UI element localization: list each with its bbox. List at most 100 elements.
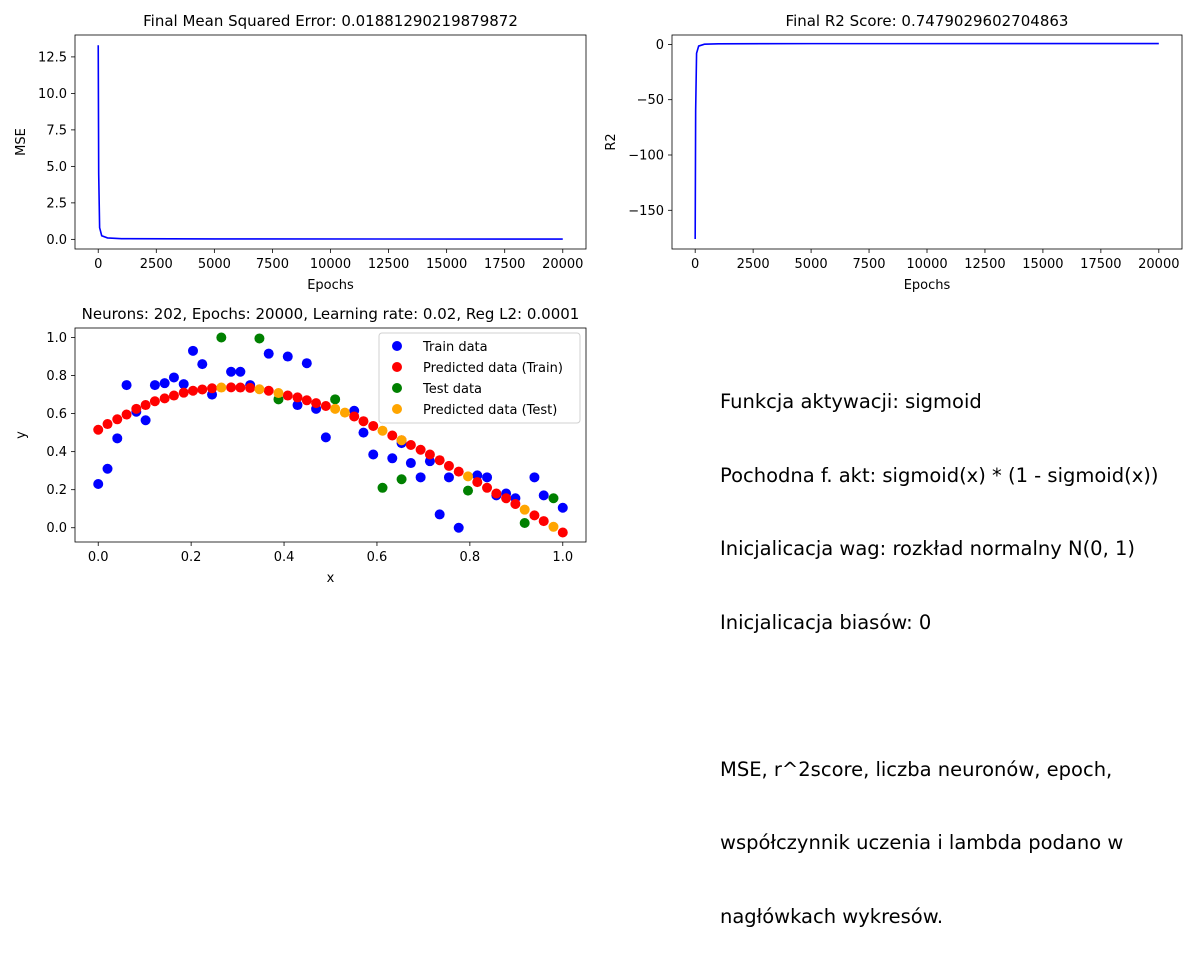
point-train-data <box>235 366 246 377</box>
legend-marker <box>392 383 402 393</box>
legend-label: Predicted data (Train) <box>423 361 563 376</box>
point-train-data <box>197 359 208 370</box>
point-test-data <box>463 485 474 496</box>
x-tick-label: 12500 <box>368 257 409 272</box>
point-predicted-data-train <box>472 477 483 488</box>
note-line-weights-init: Inicjalicacja wag: rozkład normalny N(0,… <box>720 537 1136 560</box>
point-predicted-data-train <box>453 466 464 477</box>
y-tick-label: 0.2 <box>46 483 67 498</box>
x-axis-label: Epochs <box>307 278 354 293</box>
point-test-data <box>377 482 388 493</box>
point-predicted-data-train <box>178 387 189 398</box>
point-train-data <box>358 427 369 438</box>
point-predicted-data-test <box>330 403 341 414</box>
point-train-data <box>320 432 331 443</box>
point-predicted-data-train <box>282 390 293 401</box>
x-tick-label: 12500 <box>964 257 1005 272</box>
x-tick-label: 17500 <box>484 257 525 272</box>
chart-legend: Train data Predicted data (Train) Test dat… <box>378 332 581 424</box>
legend-marker <box>392 362 402 372</box>
point-train-data <box>178 379 189 390</box>
x-tick-label: 17500 <box>1080 257 1121 272</box>
x-tick-label: 0.6 <box>367 550 388 565</box>
point-train-data <box>292 400 303 411</box>
x-tick-label: 1.0 <box>552 550 573 565</box>
point-predicted-data-train <box>529 510 540 521</box>
x-tick-label: 0.4 <box>274 550 295 565</box>
point-train-data <box>263 348 274 359</box>
axes-frame <box>74 34 587 250</box>
point-predicted-data-test <box>216 382 227 393</box>
y-tick-label: 0.6 <box>46 407 67 422</box>
point-test-data <box>254 333 265 344</box>
point-train-data <box>538 490 549 501</box>
y-tick-label: 0.8 <box>46 369 67 384</box>
point-predicted-data-train <box>482 482 493 493</box>
y-tick-label: −50 <box>637 93 664 108</box>
point-predicted-data-train <box>358 416 369 427</box>
point-predicted-data-test <box>463 471 474 482</box>
legend-marker <box>392 341 402 351</box>
y-tick-label: 7.5 <box>46 123 67 138</box>
note-line-derivative: Pochodna f. akt: sigmoid(x) * (1 - sigmo… <box>720 463 1159 487</box>
point-predicted-data-train <box>415 444 426 455</box>
chart-title: Neurons: 202, Epochs: 20000, Learning ra… <box>82 305 580 323</box>
legend-marker <box>392 404 402 414</box>
y-tick-label: 2.5 <box>46 196 67 211</box>
note-line-summary-3: nagłówkach wykresów. <box>720 904 944 928</box>
point-predicted-data-test <box>339 407 350 418</box>
x-tick-label: 15000 <box>426 257 467 272</box>
point-train-data <box>415 472 426 483</box>
x-tick-label: 15000 <box>1022 257 1063 272</box>
legend-label: Predicted data (Test) <box>423 403 557 418</box>
point-predicted-data-train <box>131 403 142 414</box>
y-tick-label: −100 <box>628 148 664 163</box>
point-predicted-data-test <box>254 384 265 395</box>
x-tick-label: 10000 <box>906 257 947 272</box>
point-predicted-data-test <box>377 425 388 436</box>
point-train-data <box>282 351 293 362</box>
x-axis-label: x <box>327 571 335 586</box>
point-predicted-data-train <box>443 460 454 471</box>
point-train-data <box>102 463 113 474</box>
point-predicted-data-train <box>245 382 256 393</box>
point-train-data <box>121 380 132 391</box>
axes-frame <box>74 327 587 543</box>
x-tick-label: 20000 <box>542 257 583 272</box>
point-train-data <box>149 380 160 391</box>
x-tick-label: 0.8 <box>460 550 481 565</box>
point-predicted-data-train <box>112 414 123 425</box>
point-train-data <box>93 478 104 489</box>
x-tick-label: 2500 <box>737 257 770 272</box>
fit-scatter-chart: Neurons: 202, Epochs: 20000, Learning ra… <box>14 305 587 586</box>
y-tick-label: 0.4 <box>46 445 67 460</box>
point-predicted-data-train <box>301 395 312 406</box>
point-predicted-data-train <box>501 493 512 504</box>
point-predicted-data-train <box>405 439 416 450</box>
point-test-data <box>330 394 341 405</box>
legend-label: Train data <box>422 340 488 355</box>
note-line-summary-1: MSE, r^2score, liczba neuronów, epoch, <box>720 757 1113 781</box>
point-predicted-data-train <box>149 396 160 407</box>
y-tick-label: 0.0 <box>46 521 67 536</box>
legend-label: Test data <box>422 382 482 397</box>
point-train-data <box>453 522 464 533</box>
y-axis-label: MSE <box>14 128 29 156</box>
x-tick-label: 5000 <box>795 257 828 272</box>
point-predicted-data-train <box>168 390 179 401</box>
y-tick-label: 0.0 <box>46 233 67 248</box>
figure-canvas: Final Mean Squared Error: 0.018812902198… <box>14 12 1183 586</box>
point-predicted-data-train <box>226 382 237 393</box>
y-tick-label: −150 <box>628 204 664 219</box>
point-train-data <box>140 415 151 426</box>
point-predicted-data-train <box>434 455 445 466</box>
point-train-data <box>159 378 170 389</box>
point-predicted-data-train <box>557 527 568 538</box>
point-train-data <box>368 449 379 460</box>
point-predicted-data-train <box>349 411 360 422</box>
point-test-data <box>519 517 530 528</box>
point-test-data <box>216 332 227 343</box>
x-tick-label: 20000 <box>1138 257 1179 272</box>
axes-frame <box>671 34 1183 250</box>
point-predicted-data-train <box>159 393 170 404</box>
